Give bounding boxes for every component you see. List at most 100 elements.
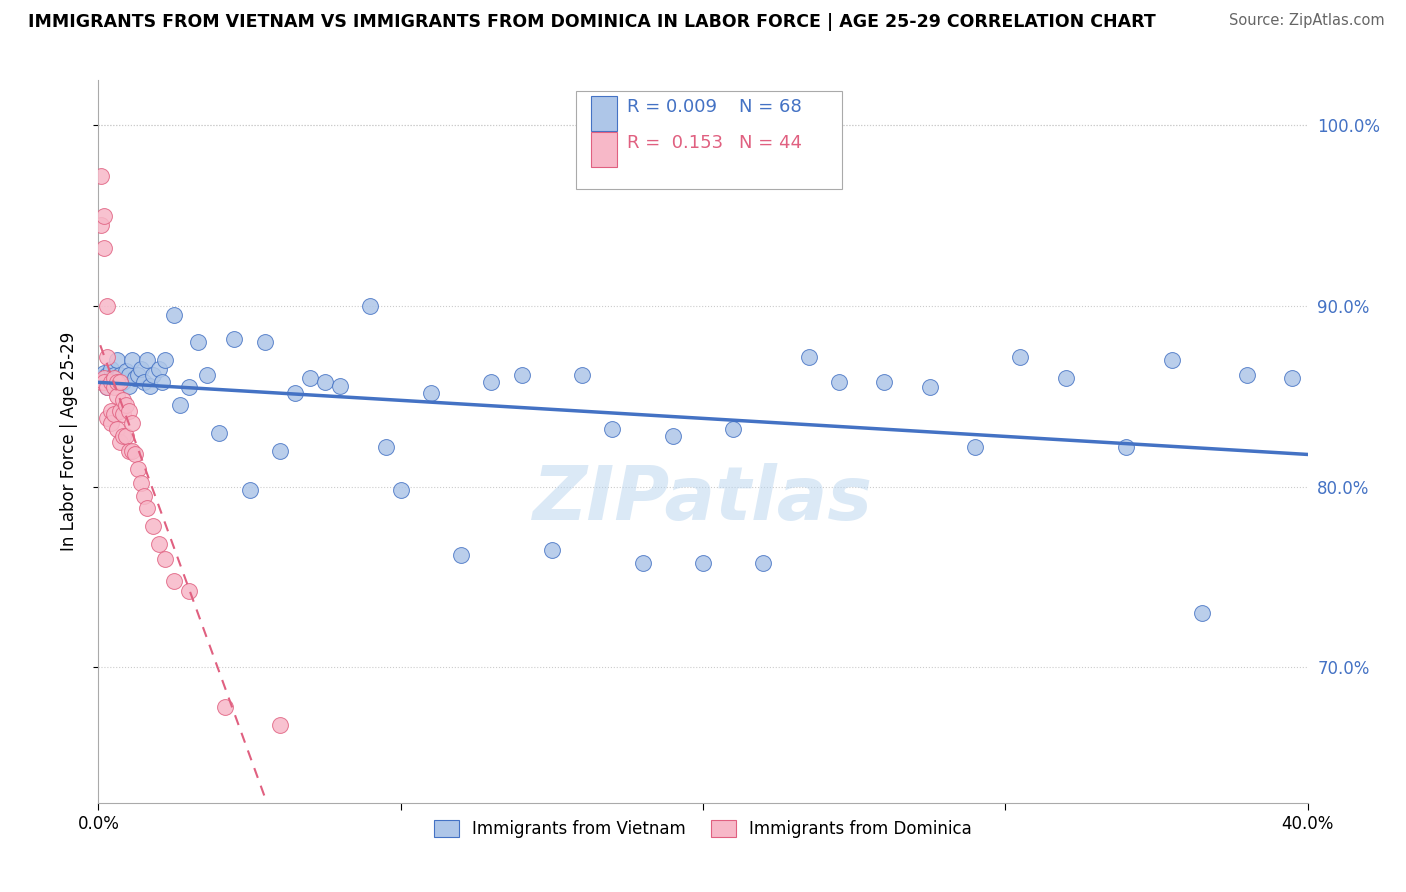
Point: [100, 417, 122, 431]
Point: [103, 375, 125, 389]
Point: [135, 501, 157, 516]
Point: [124, 371, 146, 385]
Point: [179, 380, 201, 394]
Point: [100, 371, 122, 385]
Point: [129, 362, 152, 376]
Point: [96, 411, 118, 425]
Point: [510, 368, 533, 382]
Point: [150, 375, 173, 389]
Point: [90, 218, 112, 232]
Point: [105, 353, 128, 368]
Point: [873, 375, 896, 389]
Point: [269, 443, 291, 458]
Point: [195, 368, 218, 382]
Point: [481, 375, 503, 389]
Point: [132, 375, 155, 389]
Point: [139, 378, 162, 392]
Point: [121, 417, 143, 431]
Point: [108, 368, 131, 382]
Point: [153, 552, 176, 566]
Point: [142, 368, 165, 382]
Text: R = 0.009: R = 0.009: [627, 98, 717, 116]
Point: [269, 718, 291, 732]
Point: [752, 556, 775, 570]
Point: [284, 385, 307, 400]
Point: [148, 537, 170, 551]
FancyBboxPatch shape: [591, 132, 617, 167]
Point: [96, 299, 118, 313]
Point: [118, 443, 141, 458]
Point: [179, 584, 201, 599]
Point: [105, 389, 128, 403]
Point: [111, 392, 134, 407]
Point: [602, 422, 624, 436]
Point: [540, 542, 562, 557]
Point: [692, 556, 714, 570]
Point: [1054, 371, 1077, 385]
Point: [1236, 368, 1258, 382]
Point: [631, 556, 654, 570]
Point: [114, 398, 136, 412]
Point: [93, 241, 115, 255]
Point: [108, 434, 131, 449]
Point: [723, 422, 745, 436]
Point: [214, 700, 236, 714]
Point: [118, 378, 141, 392]
Point: [314, 375, 336, 389]
Point: [96, 380, 118, 394]
Point: [90, 169, 112, 183]
Point: [114, 364, 136, 378]
Point: [93, 375, 115, 389]
Text: Source: ZipAtlas.com: Source: ZipAtlas.com: [1229, 13, 1385, 29]
Point: [163, 308, 186, 322]
Point: [163, 574, 186, 588]
Point: [1115, 440, 1137, 454]
Point: [96, 350, 118, 364]
Point: [299, 371, 322, 385]
Point: [918, 380, 941, 394]
Point: [93, 375, 115, 389]
Point: [90, 371, 112, 385]
Point: [239, 483, 262, 498]
Text: ZIPatlas: ZIPatlas: [533, 463, 873, 536]
Point: [1191, 606, 1213, 620]
Point: [105, 422, 128, 436]
Point: [103, 371, 125, 385]
Point: [208, 425, 231, 440]
Point: [114, 429, 136, 443]
Point: [253, 335, 276, 350]
Point: [127, 461, 149, 475]
Point: [224, 332, 246, 346]
Point: [142, 519, 165, 533]
Point: [374, 440, 396, 454]
FancyBboxPatch shape: [591, 96, 617, 131]
Point: [828, 375, 851, 389]
Point: [153, 353, 176, 368]
Text: N = 44: N = 44: [740, 134, 803, 153]
Point: [797, 350, 820, 364]
Point: [187, 335, 209, 350]
Point: [105, 375, 128, 389]
Point: [93, 371, 115, 385]
Point: [100, 362, 122, 376]
Point: [169, 398, 191, 412]
Point: [111, 408, 134, 422]
Point: [118, 368, 141, 382]
Text: IMMIGRANTS FROM VIETNAM VS IMMIGRANTS FROM DOMINICA IN LABOR FORCE | AGE 25-29 C: IMMIGRANTS FROM VIETNAM VS IMMIGRANTS FR…: [28, 13, 1156, 31]
Point: [100, 375, 122, 389]
Point: [111, 375, 134, 389]
Point: [100, 404, 122, 418]
Point: [90, 375, 112, 389]
Point: [96, 368, 118, 382]
FancyBboxPatch shape: [576, 91, 842, 189]
Point: [108, 404, 131, 418]
Point: [389, 483, 412, 498]
Point: [1160, 353, 1182, 368]
Point: [96, 380, 118, 394]
Point: [148, 362, 170, 376]
Point: [129, 476, 152, 491]
Point: [124, 447, 146, 461]
Y-axis label: In Labor Force | Age 25-29: In Labor Force | Age 25-29: [59, 332, 77, 551]
Point: [329, 378, 352, 392]
Point: [450, 549, 472, 563]
